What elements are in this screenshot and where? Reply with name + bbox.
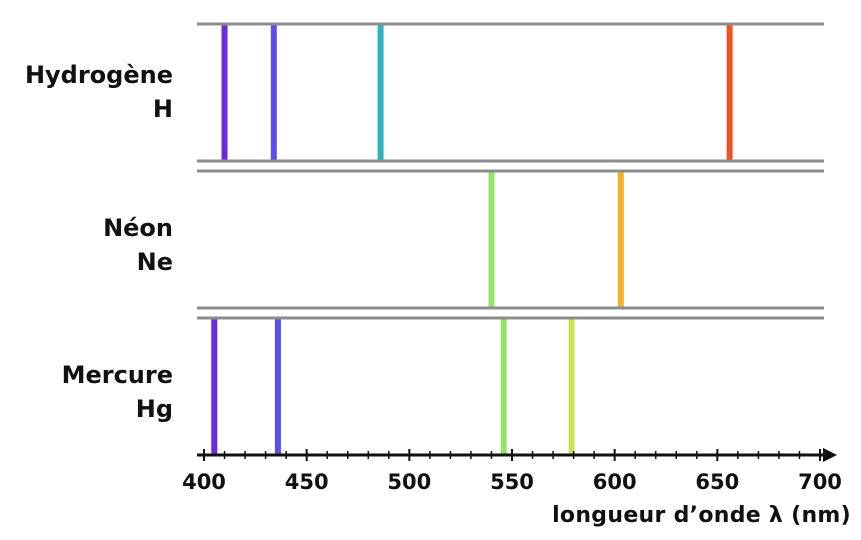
x-axis-title: longueur d’onde λ (nm) — [552, 503, 851, 528]
x-axis-arrow-icon — [823, 448, 837, 462]
x-tick-label-400: 400 — [182, 470, 226, 494]
element-name-neon: Néon — [103, 214, 173, 242]
label-hydrogen: Hydrogène H — [25, 58, 173, 126]
label-neon: Néon Ne — [103, 211, 173, 279]
x-tick-label-650: 650 — [695, 470, 739, 494]
x-tick-label-550: 550 — [490, 470, 534, 494]
x-tick-label-700: 700 — [798, 470, 842, 494]
element-symbol-mercury: Hg — [135, 395, 173, 423]
label-mercury: Mercure Hg — [62, 358, 173, 426]
element-symbol-neon: Ne — [136, 248, 173, 276]
x-tick-label-500: 500 — [387, 470, 431, 494]
element-name-mercury: Mercure — [61, 361, 173, 389]
x-tick-label-600: 600 — [593, 470, 637, 494]
element-name-hydrogen: Hydrogène — [24, 61, 173, 89]
x-tick-label-450: 450 — [285, 470, 329, 494]
element-symbol-hydrogen: H — [152, 95, 173, 123]
